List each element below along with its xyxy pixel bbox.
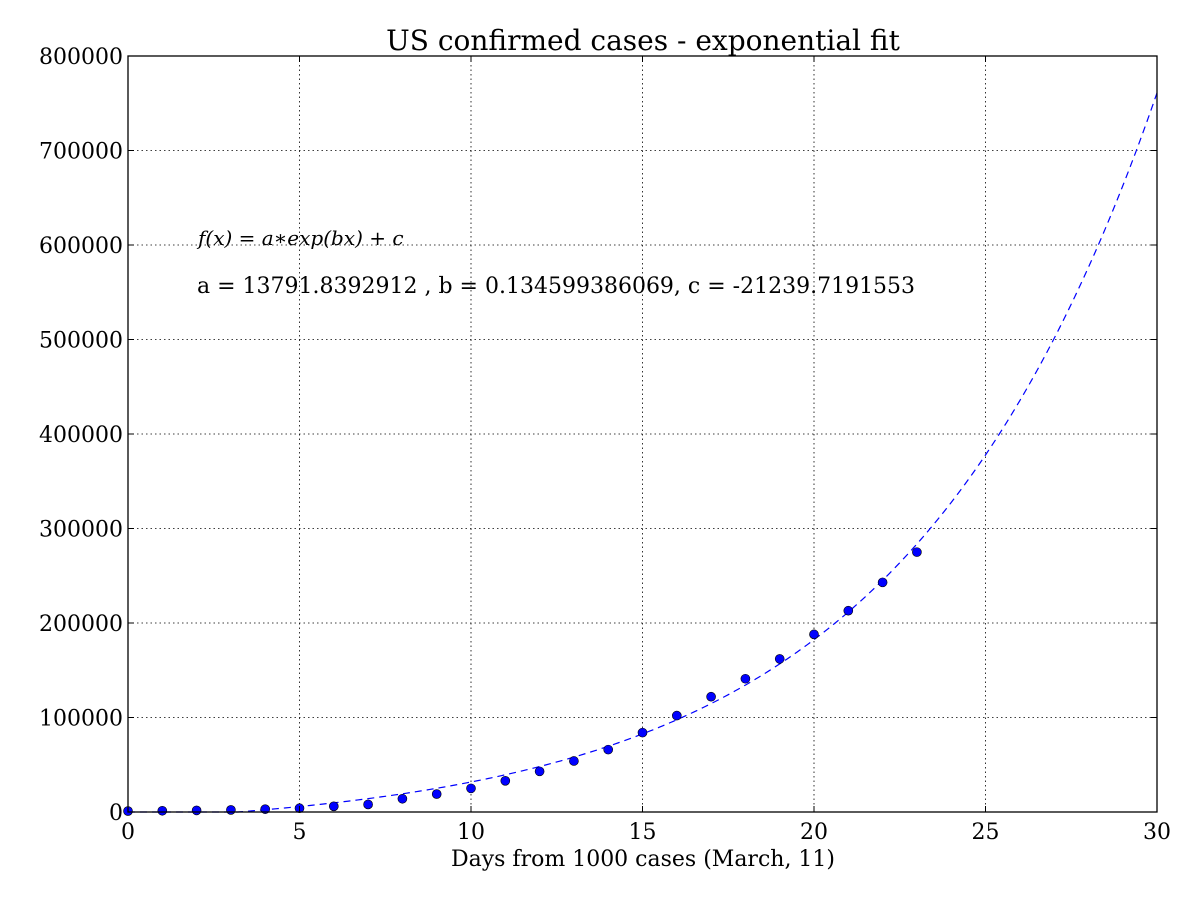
data-point [466, 783, 476, 794]
axis-ticks [127, 55, 1158, 813]
data-point [603, 744, 614, 755]
y-tick-label: 500000 [39, 329, 123, 354]
x-tick-label: 5 [293, 820, 307, 845]
y-tick-label: 700000 [39, 140, 123, 165]
data-point [671, 710, 682, 721]
data-point [774, 654, 785, 664]
y-tick-label: 400000 [39, 423, 123, 448]
x-axis-label: Days from 1000 cases (March, 11) [451, 847, 835, 872]
x-tick-label: 20 [800, 820, 828, 845]
data-point [328, 801, 339, 812]
data-point [809, 629, 819, 640]
y-tick-label: 300000 [39, 518, 123, 543]
data-point [569, 756, 579, 766]
data-point [226, 805, 236, 815]
data-point [500, 776, 511, 786]
data-point [843, 605, 854, 616]
y-tick-label: 200000 [39, 612, 123, 637]
data-point [877, 577, 888, 588]
data-point [157, 805, 168, 816]
data-point [912, 547, 922, 557]
y-tick-label: 100000 [39, 707, 123, 732]
tick-labels: 0 5 10 15 20 25 30 0 100000 200000 300000 400000 500… [39, 45, 1171, 845]
y-tick-label: 800000 [39, 45, 123, 70]
fit-formula: f(x) = a∗exp(bx) + c [196, 226, 404, 250]
data-point [637, 727, 648, 738]
data-point [706, 691, 716, 702]
y-tick-label: 600000 [39, 234, 123, 259]
chart-title: US confirmed cases - exponential fit [386, 24, 900, 57]
fit-parameters: a = 13791.8392912 , b = 0.134599386069, … [197, 274, 915, 299]
data-point [740, 673, 751, 684]
x-tick-label: 25 [972, 820, 1000, 845]
x-tick-label: 0 [121, 820, 135, 845]
y-tick-label: 0 [109, 801, 123, 826]
x-tick-label: 30 [1143, 820, 1171, 845]
data-point [191, 805, 202, 816]
data-point [431, 789, 442, 799]
data-point [534, 766, 545, 777]
x-tick-label: 10 [457, 820, 485, 845]
data-point [363, 799, 373, 810]
x-tick-label: 15 [629, 820, 657, 845]
data-point [397, 793, 408, 804]
